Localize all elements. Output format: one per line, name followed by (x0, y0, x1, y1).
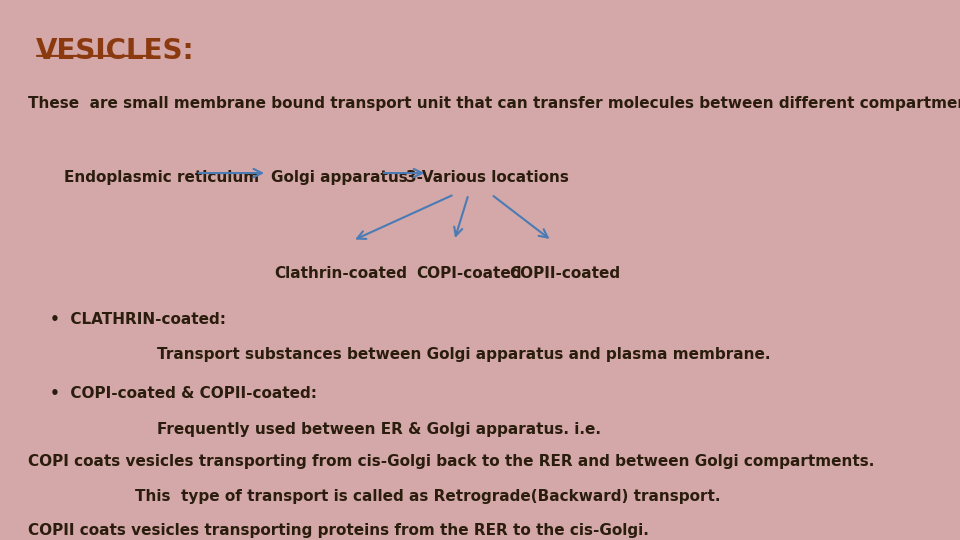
Text: Golgi apparatus: Golgi apparatus (271, 171, 407, 185)
Text: 3-Various locations: 3-Various locations (406, 171, 568, 185)
Text: Transport substances between Golgi apparatus and plasma membrane.: Transport substances between Golgi appar… (156, 347, 770, 362)
Text: Frequently used between ER & Golgi apparatus. i.e.: Frequently used between ER & Golgi appar… (156, 422, 601, 437)
Text: •  CLATHRIN-coated:: • CLATHRIN-coated: (50, 312, 226, 327)
Text: Clathrin-coated: Clathrin-coated (275, 266, 407, 281)
Text: These  are small membrane bound transport unit that can transfer molecules betwe: These are small membrane bound transport… (29, 96, 960, 111)
Text: COPI coats vesicles transporting from cis-Golgi back to the RER and between Golg: COPI coats vesicles transporting from ci… (29, 454, 875, 469)
Text: •  COPI-coated & COPII-coated:: • COPI-coated & COPII-coated: (50, 386, 317, 401)
Text: This  type of transport is called as Retrograde(Backward) transport.: This type of transport is called as Retr… (135, 489, 721, 504)
Text: Endoplasmic reticulum: Endoplasmic reticulum (64, 171, 259, 185)
Text: COPI-coated: COPI-coated (417, 266, 522, 281)
Text: COPII-coated: COPII-coated (509, 266, 620, 281)
Text: COPII coats vesicles transporting proteins from the RER to the cis-Golgi.: COPII coats vesicles transporting protei… (29, 523, 649, 538)
Text: VESICLES:: VESICLES: (36, 37, 194, 65)
